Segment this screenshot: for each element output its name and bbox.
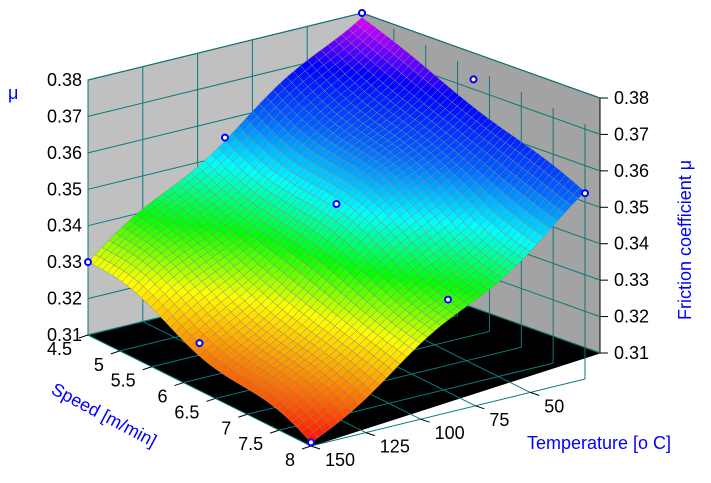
measured-point — [84, 258, 92, 267]
x-tick-label: 6 — [158, 387, 168, 407]
z-tick-right: 0.38 — [614, 88, 649, 108]
y-tick-label: 75 — [489, 410, 509, 430]
z-tick-left: 0.33 — [47, 252, 82, 272]
measured-point — [469, 75, 478, 84]
z-axis-label-left: μ — [8, 83, 18, 103]
floor-grid-speed — [310, 378, 586, 447]
measured-point — [195, 339, 204, 348]
measured-point — [307, 438, 315, 447]
y-tick-mark — [475, 405, 485, 410]
x-tick-mark — [174, 382, 184, 387]
x-tick-label: 6.5 — [174, 402, 199, 422]
z-tick-left: 0.36 — [47, 143, 82, 163]
x-tick-mark — [206, 397, 216, 402]
x-tick-mark — [301, 445, 312, 450]
z-tick-right: 0.36 — [614, 161, 649, 181]
measured-points — [84, 9, 589, 447]
y-tick-label: 100 — [435, 423, 465, 443]
surface-mesh — [87, 17, 586, 444]
z-tick-right: 0.35 — [614, 197, 649, 217]
y-tick-label: 125 — [380, 437, 410, 457]
measured-point — [444, 295, 452, 304]
x-tick-mark — [238, 413, 248, 418]
z-tick-right: 0.31 — [614, 343, 649, 363]
x-tick-mark — [142, 366, 152, 371]
tick-labels: 0.31 0.31 0.32 0.32 0.33 0.33 0.34 0.34 0.35 0.35… — [47, 70, 649, 470]
z-axis-label-right: Friction coefficient μ — [675, 160, 695, 320]
y-tick-mark — [365, 432, 375, 437]
z-tick-right: 0.33 — [614, 270, 649, 290]
z-tick-left: 0.31 — [47, 325, 82, 345]
measured-point — [358, 9, 366, 17]
z-tick-left: 0.32 — [47, 289, 82, 309]
z-tick-right: 0.34 — [614, 234, 649, 254]
z-tick-right: 0.32 — [614, 307, 649, 327]
measured-point — [332, 200, 341, 208]
x-tick-label: 7.5 — [238, 434, 263, 454]
measured-point — [581, 189, 589, 198]
y-tick-mark — [420, 418, 430, 423]
x-tick-mark — [78, 334, 89, 339]
x-tick-label: 7 — [221, 418, 231, 438]
z-tick-left: 0.38 — [47, 70, 82, 90]
x-tick-label: 4.5 — [47, 339, 72, 359]
y-tick-mark — [530, 391, 540, 396]
x-tick-label: 5 — [94, 355, 104, 375]
x-tick-mark — [110, 350, 121, 355]
x-tick-label: 5.5 — [111, 371, 136, 391]
measured-point — [221, 133, 229, 142]
z-tick-left: 0.37 — [47, 106, 82, 126]
x-axis-label: Speed [m/min] — [48, 379, 160, 451]
y-tick-label: 150 — [325, 450, 355, 470]
z-tick-right: 0.37 — [614, 124, 649, 144]
y-tick-mark — [310, 445, 321, 450]
x-tick-label: 8 — [285, 450, 295, 470]
z-tick-left: 0.35 — [47, 179, 82, 199]
x-tick-mark — [269, 429, 280, 434]
y-axis-label: Temperature [o C] — [527, 433, 671, 453]
y-tick-label: 50 — [544, 396, 564, 416]
floor-grid-temperature — [87, 334, 312, 447]
z-tick-left: 0.34 — [47, 216, 82, 236]
